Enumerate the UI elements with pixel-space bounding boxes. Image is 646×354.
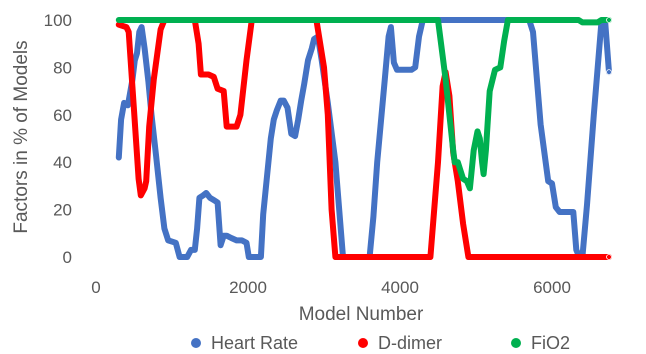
x-tick-label: 6000 <box>533 278 571 297</box>
x-axis: 0 2000 4000 6000 <box>91 278 571 297</box>
x-tick-label: 2000 <box>229 278 267 297</box>
y-axis: 0 20 40 60 80 100 <box>44 11 72 267</box>
legend-item-fio2: FiO2 <box>511 333 570 353</box>
legend-marker <box>191 338 201 348</box>
series-end-marker <box>606 254 612 260</box>
series-end-marker <box>606 17 612 23</box>
legend: Heart Rate D-dimer FiO2 <box>191 333 570 353</box>
series-line-fio2 <box>115 17 612 192</box>
y-tick-label: 100 <box>44 11 72 30</box>
x-tick-label: 4000 <box>381 278 419 297</box>
legend-marker <box>358 338 368 348</box>
y-tick-label: 20 <box>53 201 72 220</box>
legend-marker <box>511 338 521 348</box>
y-tick-label: 80 <box>53 58 72 77</box>
y-tick-label: 0 <box>63 248 72 267</box>
series-line-heart-rate <box>115 17 612 260</box>
x-axis-label: Model Number <box>299 304 424 325</box>
legend-label: Heart Rate <box>211 333 298 353</box>
legend-item-d-dimer: D-dimer <box>358 333 442 353</box>
legend-label: D-dimer <box>378 333 442 353</box>
y-tick-label: 40 <box>53 153 72 172</box>
series-end-marker <box>606 69 612 76</box>
x-tick-label: 0 <box>91 278 100 297</box>
legend-label: FiO2 <box>531 333 570 353</box>
series-layer <box>115 17 612 260</box>
legend-item-heart-rate: Heart Rate <box>191 333 298 353</box>
y-tick-label: 60 <box>53 106 72 125</box>
y-axis-label: Factors in % of Models <box>11 40 32 233</box>
